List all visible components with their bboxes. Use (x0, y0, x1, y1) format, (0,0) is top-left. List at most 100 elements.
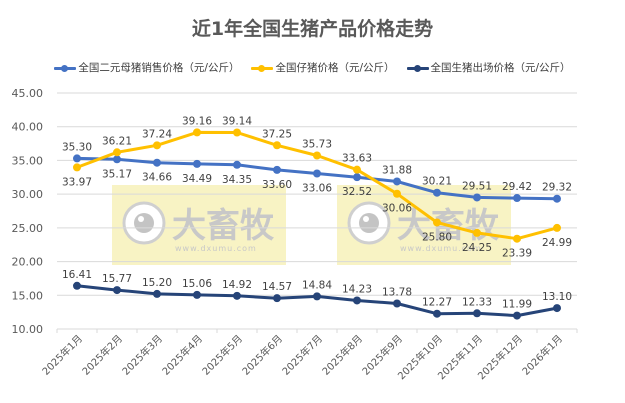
data-point[interactable] (73, 154, 81, 163)
data-point[interactable] (553, 194, 561, 203)
data-point[interactable] (473, 309, 481, 318)
data-point[interactable] (313, 169, 321, 178)
y-tick-label: 45.00 (12, 87, 44, 100)
data-label: 33.06 (302, 183, 332, 195)
data-point[interactable] (233, 128, 241, 137)
x-tick-label: 2025年3月 (119, 332, 165, 378)
data-point[interactable] (433, 218, 441, 227)
data-label: 39.16 (182, 115, 212, 127)
data-point[interactable] (73, 281, 81, 290)
data-label: 13.10 (542, 291, 572, 303)
svg-text:www.dxumu.com: www.dxumu.com (400, 244, 482, 253)
data-point[interactable] (513, 234, 521, 243)
data-point[interactable] (313, 292, 321, 301)
data-point[interactable] (153, 141, 161, 150)
data-point[interactable] (553, 223, 561, 232)
data-point[interactable] (273, 294, 281, 303)
svg-text:www.dxumu.com: www.dxumu.com (175, 244, 257, 253)
data-point[interactable] (393, 189, 401, 198)
svg-text:大畜牧: 大畜牧 (172, 206, 275, 246)
data-label: 33.60 (262, 179, 292, 191)
data-point[interactable] (513, 311, 521, 320)
x-tick-label: 2025年6月 (239, 332, 285, 378)
data-point[interactable] (233, 160, 241, 169)
data-label: 16.41 (62, 269, 92, 281)
data-label: 24.25 (462, 242, 492, 254)
data-point[interactable] (393, 299, 401, 308)
data-label: 30.21 (422, 176, 452, 188)
data-label: 39.14 (222, 116, 252, 128)
data-point[interactable] (153, 289, 161, 298)
chart-title: 近1年全国生猪产品价格走势 (191, 18, 434, 40)
data-point[interactable] (353, 173, 361, 182)
data-point[interactable] (73, 163, 81, 172)
data-label: 23.39 (502, 248, 532, 260)
data-point[interactable] (273, 165, 281, 174)
legend-item-piglet[interactable]: 全国仔猪价格（元/公斤） (251, 60, 395, 75)
data-label: 32.52 (342, 186, 372, 198)
data-point[interactable] (193, 159, 201, 168)
data-point[interactable] (113, 286, 121, 295)
data-label: 11.99 (502, 299, 532, 311)
data-label: 14.57 (262, 281, 292, 293)
data-point[interactable] (233, 291, 241, 300)
data-point[interactable] (473, 193, 481, 202)
line-marker-icon (251, 62, 274, 74)
data-point[interactable] (353, 165, 361, 174)
data-label: 12.33 (462, 296, 492, 308)
legend-item-hog[interactable]: 全国生猪出场价格（元/公斤） (406, 60, 571, 75)
line-marker-icon (406, 62, 429, 74)
data-label: 29.42 (502, 181, 532, 193)
data-label: 37.24 (142, 128, 172, 140)
data-point[interactable] (153, 158, 161, 167)
data-label: 25.80 (422, 231, 452, 243)
data-point[interactable] (313, 151, 321, 160)
data-point[interactable] (553, 304, 561, 313)
x-tick-label: 2025年2月 (79, 332, 125, 378)
data-point[interactable] (273, 141, 281, 150)
data-point[interactable] (193, 128, 201, 137)
data-label: 36.21 (102, 135, 132, 147)
data-label: 35.30 (62, 141, 92, 153)
data-label: 33.97 (62, 176, 92, 188)
x-tick-label: 2025年7月 (279, 332, 325, 378)
data-label: 34.49 (182, 173, 212, 185)
y-tick-label: 15.00 (12, 289, 44, 302)
data-point[interactable] (193, 290, 201, 299)
x-tick-label: 2025年9月 (359, 332, 405, 378)
data-label: 14.23 (342, 283, 372, 295)
y-tick-label: 30.00 (12, 188, 44, 201)
data-label: 35.17 (102, 168, 132, 180)
legend-label: 全国仔猪价格（元/公斤） (275, 62, 395, 74)
y-tick-label: 20.00 (12, 256, 44, 269)
legend-item-sow[interactable]: 全国二元母猪销售价格（元/公斤） (54, 60, 239, 75)
data-label: 37.25 (262, 128, 292, 140)
data-label: 29.32 (542, 182, 572, 194)
data-point[interactable] (113, 148, 121, 157)
data-point[interactable] (513, 194, 521, 203)
data-label: 15.06 (182, 278, 212, 290)
data-point[interactable] (353, 296, 361, 305)
data-label: 15.20 (142, 277, 172, 289)
data-point[interactable] (473, 228, 481, 237)
x-tick-label: 2025年5月 (199, 332, 245, 378)
data-label: 15.77 (102, 273, 132, 285)
y-tick-label: 35.00 (12, 154, 44, 167)
legend-label: 全国二元母猪销售价格（元/公斤） (78, 62, 240, 74)
data-point[interactable] (433, 309, 441, 318)
data-label: 30.06 (382, 203, 412, 215)
y-tick-label: 25.00 (12, 222, 44, 235)
data-label: 14.92 (222, 279, 252, 291)
x-tick-label: 2026年1月 (519, 332, 565, 378)
data-point[interactable] (113, 155, 121, 164)
data-point[interactable] (393, 177, 401, 186)
data-point[interactable] (433, 188, 441, 197)
data-label: 31.88 (382, 164, 412, 176)
data-label: 34.35 (222, 174, 252, 186)
x-tick-label: 2025年4月 (159, 332, 205, 378)
legend-label: 全国生猪出场价格（元/公斤） (430, 62, 571, 74)
data-label: 29.51 (462, 180, 492, 192)
data-label: 35.73 (302, 139, 332, 151)
